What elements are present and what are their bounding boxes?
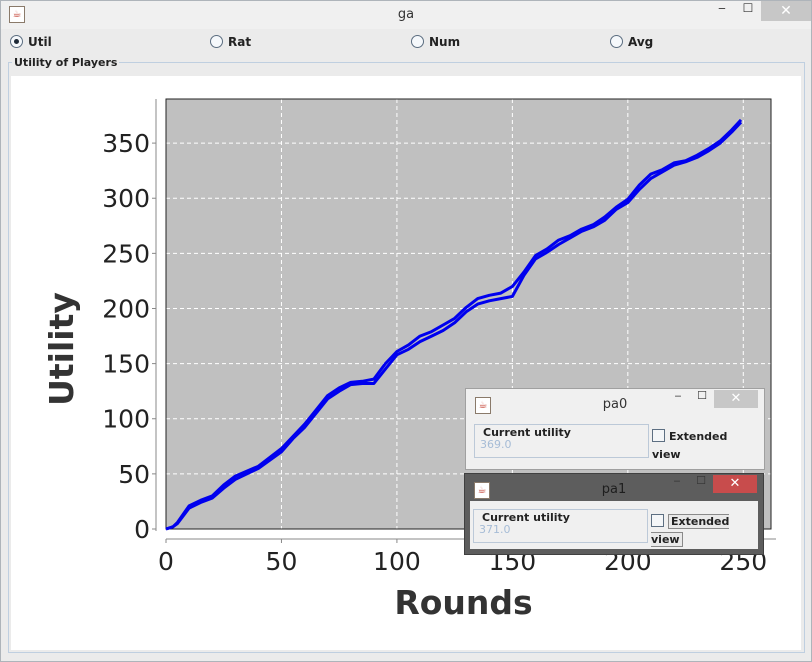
radio-util[interactable]: Util [10, 35, 52, 53]
y-axis-label: Utility [42, 292, 81, 406]
maximize-button[interactable]: ☐ [697, 389, 707, 402]
java-app-icon: ☕ [9, 6, 25, 23]
close-button[interactable]: ✕ [714, 390, 758, 408]
java-app-icon: ☕ [475, 397, 491, 414]
y-tick-label: 300 [102, 184, 150, 213]
maximize-button[interactable]: ☐ [696, 474, 706, 487]
popup-pa0: ☕ pa0 ‒ ☐ ✕ Current utility 369.0 Extend… [465, 388, 765, 470]
popup-pa1: ☕ pa1 ‒ ☐ ✕ Current utility 371.0 Extend… [464, 473, 764, 555]
radio-avg[interactable]: Avg [610, 35, 653, 53]
radio-rat-label: Rat [228, 35, 252, 49]
chart-panel-border [8, 62, 805, 653]
radio-num[interactable]: Num [411, 35, 460, 53]
minimize-button[interactable]: ‒ [674, 389, 682, 402]
series-line-0 [165, 121, 743, 531]
y-tick-label: 0 [134, 515, 150, 544]
minimize-button[interactable]: ‒ [718, 1, 726, 15]
radio-selected-icon [10, 35, 23, 48]
current-utility-group: Current utility 371.0 [473, 509, 648, 543]
checkbox-icon [651, 514, 664, 527]
current-utility-field: 371.0 [479, 523, 511, 536]
x-axis-label: Rounds [394, 583, 532, 622]
chart-panel-title: Utility of Players [12, 56, 120, 69]
current-utility-label: Current utility [482, 426, 572, 439]
x-tick-label: 100 [373, 547, 421, 576]
radio-unselected-icon [210, 35, 223, 48]
series-line-1 [165, 118, 743, 531]
current-utility-group: Current utility 369.0 [474, 424, 649, 458]
current-utility-label: Current utility [481, 511, 571, 524]
chart-area: 0 50 100 150 200 250 300 350 0 50 100 150 200 250 Roun… [11, 76, 801, 650]
y-tick-label: 200 [102, 294, 150, 323]
java-app-icon: ☕ [474, 482, 490, 499]
radio-avg-label: Avg [628, 35, 654, 49]
y-tick-label: 50 [118, 460, 150, 489]
popup-title: pa1 [601, 482, 627, 497]
maximize-button[interactable]: ☐ [742, 1, 754, 15]
popup-content: Current utility 371.0 Extended view [470, 501, 758, 549]
radio-num-label: Num [429, 35, 461, 49]
minimize-button[interactable]: ‒ [673, 474, 681, 487]
radio-rat[interactable]: Rat [210, 35, 251, 53]
current-utility-field: 369.0 [480, 438, 512, 451]
popup-content: Current utility 369.0 Extended view [471, 416, 759, 464]
radio-util-label: Util [28, 35, 52, 49]
popup-title: pa0 [602, 397, 628, 412]
close-button[interactable]: ✕ [713, 475, 757, 493]
close-button[interactable]: ✕ [761, 1, 811, 21]
y-tick-label: 350 [102, 129, 150, 158]
title-bar[interactable]: ☕ ga ‒ ☐ ✕ [1, 1, 811, 29]
extended-view-checkbox[interactable]: Extended view [651, 513, 758, 547]
checkbox-icon [652, 429, 665, 442]
radio-unselected-icon [411, 35, 424, 48]
y-tick-label: 100 [102, 405, 150, 434]
x-tick-label: 0 [158, 547, 174, 576]
radio-unselected-icon [610, 35, 623, 48]
extended-view-checkbox[interactable]: Extended view [652, 428, 759, 461]
extended-view-label: Extended view [652, 430, 728, 461]
y-tick-label: 150 [102, 350, 150, 379]
window-title: ga [397, 7, 415, 22]
x-tick-label: 50 [266, 547, 298, 576]
y-tick-label: 250 [102, 239, 150, 268]
